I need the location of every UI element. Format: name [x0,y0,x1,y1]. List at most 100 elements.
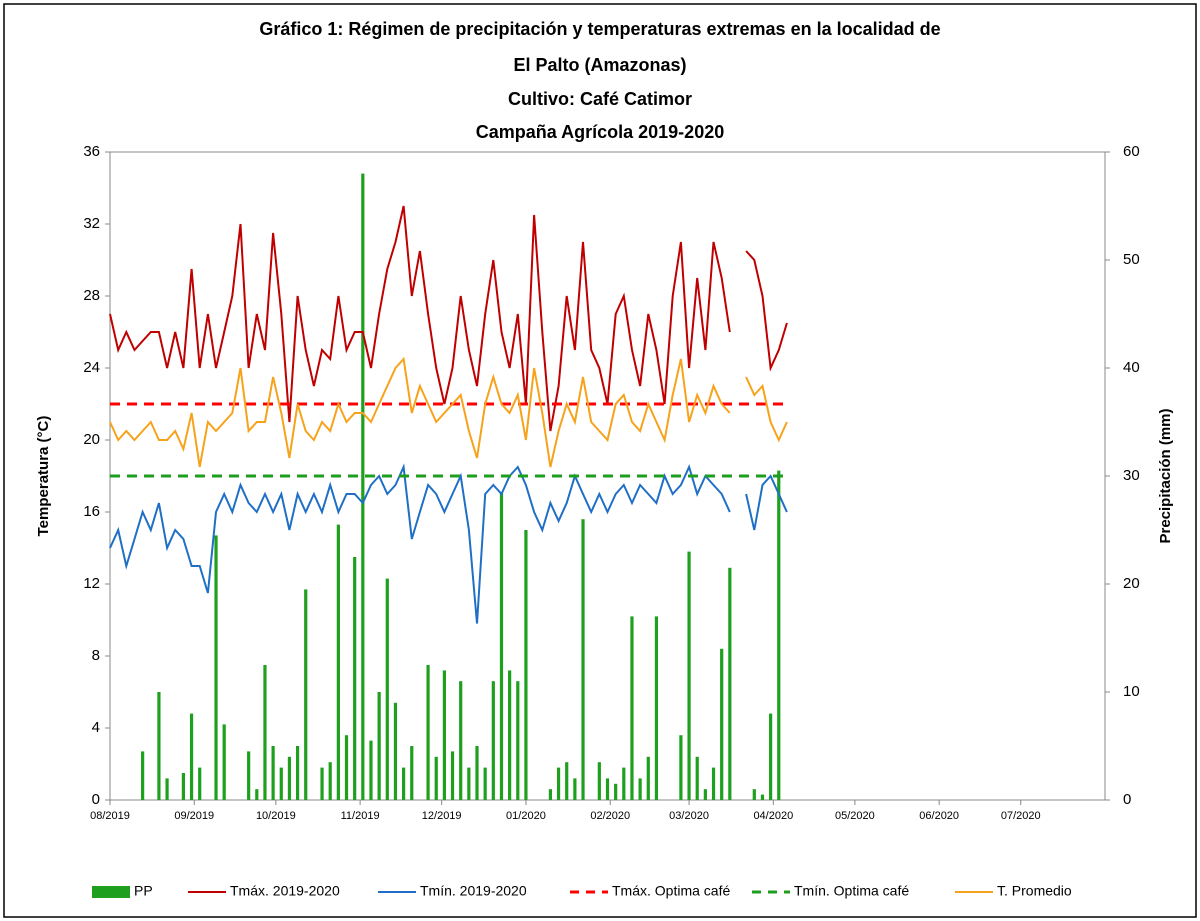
y2-tick-label: 40 [1123,359,1140,376]
bar [467,767,471,800]
bar [646,756,650,800]
bar [508,670,512,800]
bar [711,767,716,800]
bar [720,648,724,800]
y-tick-label: 16 [83,503,100,520]
legend-label: Tmáx. 2019-2020 [230,883,340,899]
y-tick-label: 0 [92,791,100,808]
y2-tick-label: 60 [1123,143,1140,160]
x-tick-label: 03/2020 [669,810,709,822]
line [109,356,788,468]
bar [214,535,218,800]
y-tick-label: 8 [92,647,100,664]
bar [287,756,292,800]
legend-label: PP [134,883,153,899]
bar [279,767,283,800]
bar [679,735,683,800]
y2-tick-label: 0 [1123,791,1131,808]
bar [410,746,414,800]
bar [614,783,618,800]
x-tick-label: 09/2019 [174,810,214,822]
bar [777,470,781,800]
bar [728,567,732,800]
bar [255,789,259,800]
bar [695,756,699,800]
bar [630,616,634,800]
y-tick-label: 28 [83,287,100,304]
bar [654,616,659,800]
bar [475,746,479,800]
bar [703,789,707,800]
chart-title: Gráfico 1: Régimen de precipitación y te… [259,19,940,39]
legend-label: Tmáx. Optima café [612,883,730,899]
bar [369,740,373,800]
legend-label: Tmín. Optima café [794,883,909,899]
bar [222,724,226,800]
bar [157,692,161,800]
x-tick-label: 06/2020 [919,810,959,822]
y-tick-label: 12 [83,575,100,592]
bar [573,778,577,800]
bar [198,767,202,800]
x-tick-label: 05/2020 [835,810,875,822]
bar [434,756,438,800]
bar [442,670,446,800]
bar [638,778,642,800]
y-tick-label: 4 [92,719,100,736]
line [109,205,788,432]
legend-swatch [92,886,130,898]
x-tick-label: 04/2020 [753,810,793,822]
bar [165,778,169,800]
bar [622,767,626,800]
bar [263,665,267,800]
bar [344,735,349,800]
x-tick-label: 02/2020 [590,810,630,822]
bar [189,713,194,800]
chart-title: Campaña Agrícola 2019-2020 [476,122,724,142]
y2-axis-label: Precipitación (mm) [1157,408,1174,543]
bar [516,681,520,800]
x-tick-label: 11/2019 [341,810,380,822]
y-tick-label: 24 [83,359,100,376]
bar [581,519,585,800]
bar [687,551,691,800]
bar [295,746,300,800]
bar [320,767,324,800]
bar [459,681,463,800]
bar [491,681,495,800]
bar [769,713,773,800]
bar [483,767,487,800]
x-tick-label: 01/2020 [506,810,546,822]
bar [377,692,381,800]
x-tick-label: 10/2019 [256,810,296,822]
bar [426,665,430,800]
x-tick-label: 07/2020 [1001,810,1041,822]
bar [353,557,357,800]
bar [760,794,765,800]
bar [328,762,332,800]
bar [304,589,308,800]
bar [271,746,275,800]
bar [247,751,251,800]
bar [450,751,455,800]
bar [361,173,365,801]
chart-title: Cultivo: Café Catimor [508,89,692,109]
bar [548,789,553,800]
y-tick-label: 32 [83,215,100,232]
legend-label: T. Promedio [997,883,1072,899]
x-tick-label: 12/2019 [422,810,462,822]
y2-tick-label: 30 [1123,467,1140,484]
bar [336,524,340,800]
bar [181,773,186,800]
x-tick-label: 08/2019 [90,810,130,822]
y2-tick-label: 20 [1123,575,1140,592]
bar [499,492,504,800]
legend-label: Tmín. 2019-2020 [420,883,527,899]
y2-tick-label: 10 [1123,683,1140,700]
bar [141,751,145,800]
y-tick-label: 36 [83,143,100,160]
bar [565,762,569,800]
chart-title: El Palto (Amazonas) [513,55,686,75]
bar [393,702,398,800]
